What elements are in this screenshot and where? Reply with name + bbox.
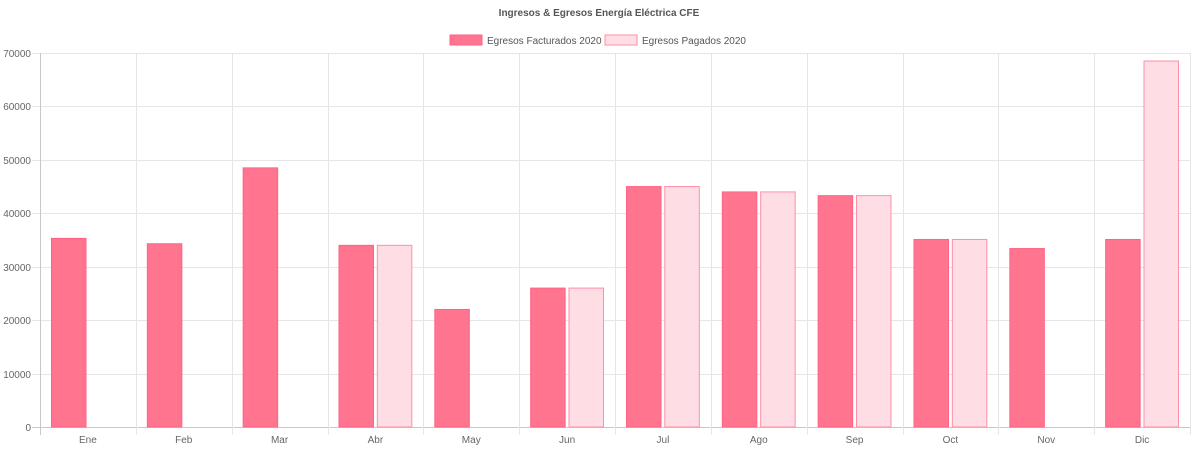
x-tick-label: Abr	[368, 435, 384, 446]
chart-title: Ingresos & Egresos Energía Eléctrica CFE	[499, 8, 700, 19]
bar-egresos-facturados	[242, 167, 279, 428]
bar-egresos-facturados	[1105, 238, 1141, 428]
x-tick-label: Feb	[175, 435, 193, 446]
bar-egresos-pagados	[760, 191, 796, 428]
x-tick-label: Jul	[657, 435, 670, 446]
y-tick-label: 50000	[3, 156, 31, 167]
x-tick-label: Nov	[1037, 435, 1055, 446]
x-tick-label: Dic	[1135, 435, 1149, 446]
x-tick-label: Jun	[559, 435, 575, 446]
legend-swatch-facturados[interactable]	[449, 34, 483, 46]
x-tick-label: May	[462, 435, 481, 446]
legend-label-facturados[interactable]: Egresos Facturados 2020	[487, 36, 602, 47]
x-axis-ticks: Ene Feb Mar Abr May Jun Jul Ago Sep Oct Nov Dic	[79, 435, 1149, 446]
x-tick-label: Sep	[846, 435, 864, 446]
x-tick-label: Ago	[750, 435, 768, 446]
y-tick-label: 30000	[3, 263, 31, 274]
legend-item-pagados[interactable]: Egresos Pagados 2020	[604, 34, 746, 47]
y-axis-ticks: 0 10000 20000 30000 40000 50000 60000 70000	[3, 49, 31, 434]
x-tick-label: Mar	[271, 435, 289, 446]
bar-egresos-facturados	[146, 243, 183, 428]
bar-egresos-facturados	[626, 186, 662, 428]
bar-egresos-facturados	[434, 308, 470, 428]
y-tick-label: 70000	[3, 49, 31, 60]
y-tick-label: 20000	[3, 316, 31, 327]
x-tick-label: Ene	[79, 435, 97, 446]
bar-egresos-pagados	[1143, 60, 1179, 428]
legend-item-facturados[interactable]: Egresos Facturados 2020	[449, 34, 602, 47]
y-tick-label: 60000	[3, 102, 31, 113]
bar-egresos-pagados	[568, 287, 604, 428]
y-tick-label: 0	[25, 423, 31, 434]
legend-swatch-pagados[interactable]	[604, 34, 638, 46]
bar-egresos-facturados	[530, 287, 566, 428]
bar-egresos-pagados	[951, 238, 988, 428]
bar-egresos-facturados	[51, 237, 87, 428]
y-tick-label: 10000	[3, 370, 31, 381]
bar-egresos-facturados	[817, 195, 854, 428]
x-tick-label: Oct	[943, 435, 959, 446]
bar-egresos-facturados	[913, 238, 949, 428]
bar-egresos-facturados	[1009, 248, 1045, 428]
bar-egresos-pagados	[856, 195, 892, 428]
bar-egresos-facturados	[721, 191, 758, 428]
grid-lines	[32, 53, 1191, 435]
bar-egresos-pagados	[376, 244, 413, 428]
y-tick-label: 40000	[3, 209, 31, 220]
bar-egresos-pagados	[664, 186, 700, 428]
bar-egresos-facturados	[338, 244, 374, 428]
legend-label-pagados[interactable]: Egresos Pagados 2020	[642, 36, 746, 47]
legend[interactable]: Egresos Facturados 2020 Egresos Pagados …	[449, 34, 746, 47]
bars	[51, 60, 1179, 428]
